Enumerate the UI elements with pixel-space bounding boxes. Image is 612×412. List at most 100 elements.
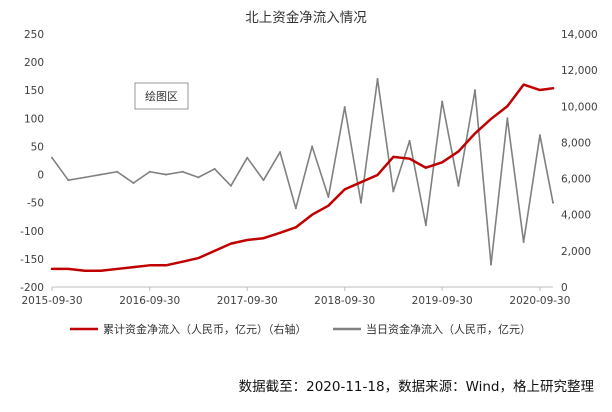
daily-point [83,176,86,179]
x-tick-label: 2017-09-30 [217,295,278,307]
daily-point [441,100,444,103]
source-note: 数据截至：2020-11-18，数据来源：Wind，格上研究整理 [239,379,595,395]
daily-point [246,156,249,159]
x-tick-label: 2015-09-30 [21,295,82,307]
x-tick-label: 2020-09-30 [509,295,570,307]
cumulative-point [457,150,460,153]
daily-point [327,196,330,199]
series-daily [51,77,554,266]
daily-point [294,207,297,210]
cumulative-point [229,242,232,245]
daily-point [343,106,346,109]
legend-label-daily: 当日资金净流入（人民币，亿元） [366,322,531,336]
series-layer [50,77,555,272]
daily-point [359,201,362,204]
left-axis-tick-label: -150 [20,254,44,266]
left-axis-tick-label: 250 [24,29,44,41]
cumulative-point [474,132,477,135]
right-axis-tick-label: 10,000 [561,101,598,113]
daily-point [213,167,216,170]
x-tick-label: 2016-09-30 [119,295,180,307]
cumulative-point [552,87,554,90]
daily-point [279,151,282,154]
cumulative-point [279,231,282,234]
cumulative-point [359,181,362,184]
daily-point [132,181,135,184]
daily-point [424,224,427,227]
chart-title: 北上资金净流入情况 [245,10,367,26]
daily-point [457,184,460,187]
cumulative-line [50,83,555,272]
x-tick-label: 2018-09-30 [314,295,375,307]
cumulative-point [343,188,346,191]
cumulative-point [197,257,200,260]
legend-label-cumulative: 累计资金净流入（人民币，亿元）（右轴） [103,322,307,336]
cumulative-point [506,105,509,108]
daily-point [522,241,525,244]
legend: 累计资金净流入（人民币，亿元）（右轴） 当日资金净流入（人民币，亿元） [70,322,531,336]
left-axis-tick-label: -200 [20,282,44,294]
daily-point [181,170,184,173]
cumulative-point [441,161,444,164]
left-axis-tick-label: 0 [37,170,44,182]
daily-point [311,145,314,148]
cumulative-point [424,166,427,169]
daily-point [99,173,102,176]
cumulative-point [490,117,493,120]
cumulative-point [116,267,119,270]
daily-point [538,134,541,137]
cumulative-point [67,267,70,270]
cumulative-point [294,226,297,229]
daily-point [165,173,168,176]
axes-group: 2015-09-30 2016-09-30 2017-09-30 2018-09-30… [20,29,598,307]
cumulative-point [392,155,395,158]
cumulative-point [408,157,411,160]
daily-point [67,179,70,182]
cumulative-point [165,264,168,267]
right-axis-tick-label: 12,000 [561,65,598,77]
cumulative-point [99,269,102,272]
cumulative-point [213,249,216,252]
cumulative-point [132,266,135,269]
daily-point [552,201,554,204]
cumulative-point [83,269,86,272]
plot-area-label: 绘图区 [145,89,178,103]
right-axis-tick-label: 6,000 [561,174,591,186]
left-axis-tick-label: 200 [24,57,44,69]
cumulative-point [181,260,184,263]
left-axis-tick-label: 150 [24,85,44,97]
left-axis-tick-label: 50 [31,141,44,153]
daily-point [262,179,265,182]
daily-point [490,263,493,266]
left-axis-tick-label: -50 [27,198,44,210]
daily-point [148,170,151,173]
daily-line [51,78,554,266]
x-tick-label: 2019-09-30 [412,295,473,307]
cumulative-point [148,264,151,267]
cumulative-point [538,89,541,92]
right-axis-tick-label: 4,000 [561,210,591,222]
cumulative-point [376,173,379,176]
cumulative-point [51,267,53,270]
daily-point [376,77,379,80]
right-axis-tick-label: 8,000 [561,137,591,149]
daily-point [506,117,509,120]
daily-point [229,184,232,187]
right-axis-tick-label: 0 [561,282,568,294]
plot-area-badge: 绘图区 [134,82,189,110]
daily-point [197,176,200,179]
cumulative-point [311,213,314,216]
daily-point [116,170,119,173]
right-axis-tick-label: 2,000 [561,246,591,258]
left-axis-tick-label: -100 [20,226,44,238]
series-cumulative [50,83,555,272]
daily-point [408,139,411,142]
cumulative-point [327,204,330,207]
right-axis-tick-label: 14,000 [561,29,598,41]
daily-point [474,89,477,92]
left-axis-tick-label: 100 [24,113,44,125]
daily-point [392,190,395,193]
cumulative-point [246,239,249,242]
